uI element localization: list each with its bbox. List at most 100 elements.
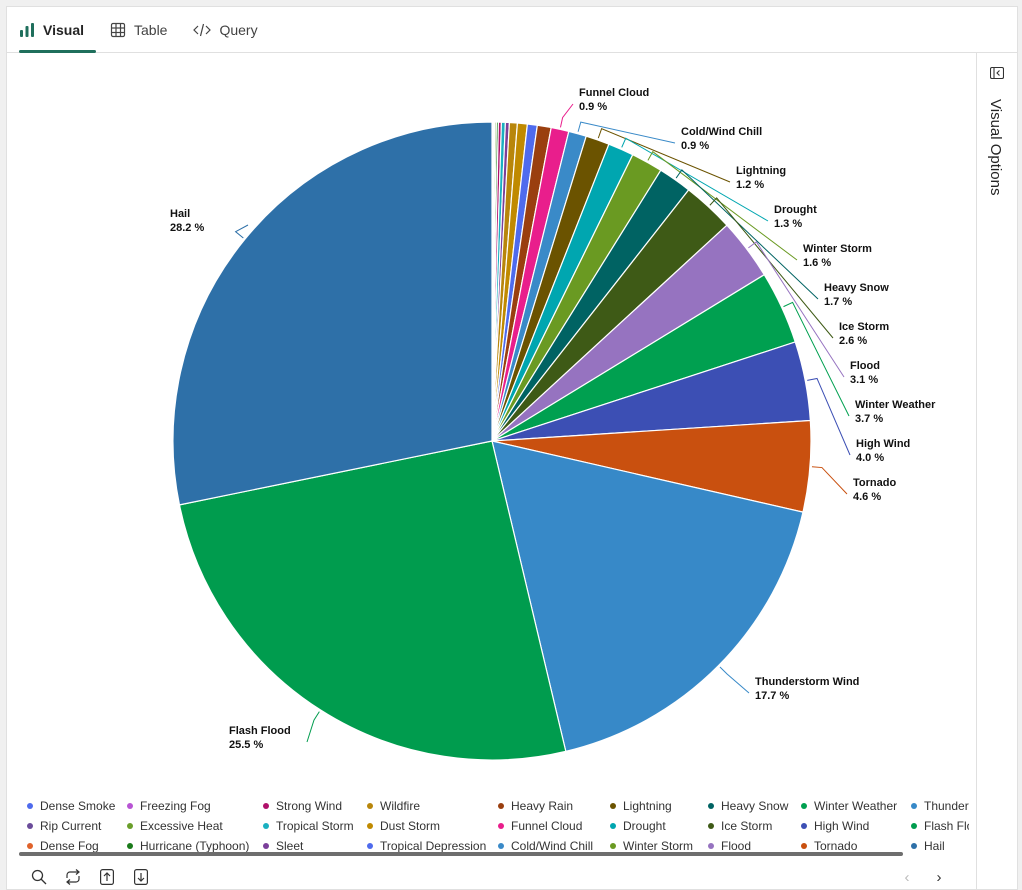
legend-swatch — [610, 803, 616, 809]
next-icon[interactable]: › — [936, 868, 942, 886]
legend-label: Flash Flood — [924, 819, 969, 833]
visual-frame: Visual Table Query Funnel Cloud 0.9 % Cold… — [6, 6, 1018, 890]
legend-item[interactable]: Winter Weather — [801, 799, 897, 813]
collapse-panel-icon[interactable] — [990, 67, 1004, 79]
legend-item[interactable]: Thunderstorm Wind — [911, 799, 969, 813]
legend-item[interactable]: Tropical Depression — [367, 839, 486, 853]
legend-swatch — [263, 823, 269, 829]
legend-item[interactable]: Heavy Snow — [708, 799, 788, 813]
slice-label-value: 1.3 % — [774, 218, 802, 230]
slice-label-name: Hail — [170, 208, 190, 220]
download-icon[interactable] — [131, 867, 151, 887]
previous-icon[interactable]: ‹ — [904, 868, 910, 886]
legend-item[interactable]: Tropical Storm — [263, 819, 354, 833]
legend-label: Dense Smoke — [40, 799, 116, 813]
chart-toolbar — [29, 867, 151, 887]
legend-item[interactable]: Wildfire — [367, 799, 420, 813]
legend-swatch — [127, 843, 133, 849]
legend-swatch — [911, 803, 917, 809]
legend-item[interactable]: Strong Wind — [263, 799, 342, 813]
leader-line — [807, 377, 851, 456]
visual-options-panel[interactable]: Visual Options — [976, 53, 1017, 889]
legend-swatch — [498, 823, 504, 829]
legend-swatch — [708, 823, 714, 829]
slice-label-name: Ice Storm — [839, 321, 889, 333]
slice-label-value: 4.6 % — [853, 491, 881, 503]
legend-item[interactable]: Hail — [911, 839, 945, 853]
legend-label: Sleet — [276, 839, 304, 853]
slice-label-value: 2.6 % — [839, 335, 867, 347]
slice-label-name: Winter Weather — [855, 399, 936, 411]
legend-item[interactable]: Flood — [708, 839, 751, 853]
legend-label: Dense Fog — [40, 839, 99, 853]
legend-label: Tornado — [814, 839, 858, 853]
legend-label: Winter Weather — [814, 799, 898, 813]
slice-label-name: Funnel Cloud — [579, 87, 649, 99]
legend-pager: ‹ › — [897, 867, 949, 887]
slice-label-value: 0.9 % — [681, 140, 709, 152]
slice-label-name: Tornado — [853, 477, 896, 489]
legend-item[interactable]: Rip Current — [27, 819, 101, 833]
legend-label: Wildfire — [380, 799, 421, 813]
bar-chart-icon — [20, 22, 34, 37]
tab-visual[interactable]: Visual — [19, 7, 96, 53]
slice-label-name: Lightning — [736, 165, 786, 177]
legend-swatch — [708, 803, 714, 809]
code-icon — [193, 23, 212, 36]
leader-line — [719, 666, 750, 694]
leader-line — [811, 466, 848, 495]
legend-item[interactable]: Dust Storm — [367, 819, 440, 833]
legend-swatch — [127, 823, 133, 829]
legend-swatch — [367, 803, 373, 809]
refresh-icon[interactable] — [63, 867, 83, 887]
legend-label: Heavy Rain — [511, 799, 574, 813]
legend-label: Funnel Cloud — [511, 819, 583, 833]
legend-swatch — [498, 843, 504, 849]
legend-item[interactable]: Drought — [610, 819, 666, 833]
legend-label: Tropical Depression — [380, 839, 487, 853]
legend-item[interactable]: Dense Fog — [27, 839, 99, 853]
legend-item[interactable]: Tornado — [801, 839, 857, 853]
legend-label: Strong Wind — [276, 799, 343, 813]
legend-swatch — [610, 843, 616, 849]
legend-swatch — [708, 843, 714, 849]
export-up-icon[interactable] — [97, 867, 117, 887]
legend-item[interactable]: Flash Flood — [911, 819, 969, 833]
tab-table[interactable]: Table — [110, 7, 179, 53]
legend-label: Flood — [721, 839, 752, 853]
legend-item[interactable]: High Wind — [801, 819, 869, 833]
legend-item[interactable]: Excessive Heat — [127, 819, 223, 833]
pie-slice[interactable] — [172, 121, 493, 506]
pie-chart: Funnel Cloud 0.9 % Cold/Wind Chill 0.9 % Lig… — [170, 87, 936, 761]
leader-line — [647, 150, 798, 261]
legend-item[interactable]: Freezing Fog — [127, 799, 211, 813]
leader-line — [675, 169, 819, 300]
legend-label: Winter Storm — [623, 839, 694, 853]
legend-scrollbar[interactable] — [19, 852, 903, 856]
legend-swatch — [911, 823, 917, 829]
slice-label-name: Flood — [850, 360, 880, 372]
legend-item[interactable]: Winter Storm — [610, 839, 693, 853]
pie-slice[interactable] — [178, 440, 567, 761]
legend-swatch — [27, 823, 33, 829]
legend-item[interactable]: Ice Storm — [708, 819, 772, 833]
search-icon[interactable] — [29, 867, 49, 887]
leader-line — [621, 137, 769, 222]
tab-bar: Visual Table Query — [7, 7, 1017, 53]
visual-options-label: Visual Options — [987, 99, 1004, 196]
legend-label: Freezing Fog — [140, 799, 211, 813]
legend-item[interactable]: Sleet — [263, 839, 303, 853]
legend-item[interactable]: Lightning — [610, 799, 672, 813]
legend-item[interactable]: Dense Smoke — [27, 799, 115, 813]
legend-item[interactable]: Heavy Rain — [498, 799, 573, 813]
legend-item[interactable]: Hurricane (Typhoon) — [127, 839, 249, 853]
slice-label-name: Thunderstorm Wind — [755, 676, 859, 688]
legend-swatch — [27, 843, 33, 849]
legend-swatch — [127, 803, 133, 809]
pie-slice[interactable] — [491, 440, 804, 753]
tab-query[interactable]: Query — [193, 7, 269, 53]
slice-label-value: 1.6 % — [803, 257, 831, 269]
slice-label-name: High Wind — [856, 438, 910, 450]
legend-item[interactable]: Funnel Cloud — [498, 819, 582, 833]
legend-item[interactable]: Cold/Wind Chill — [498, 839, 593, 853]
